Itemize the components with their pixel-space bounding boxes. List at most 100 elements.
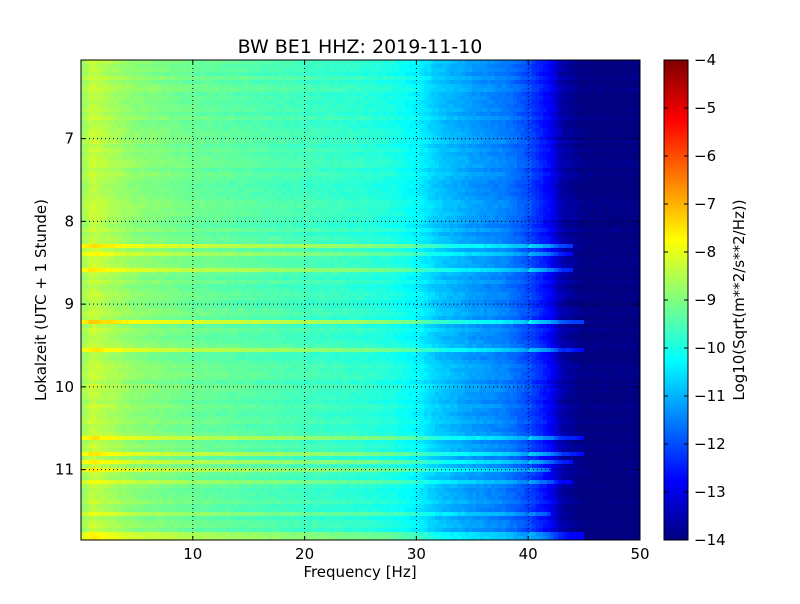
heatmap-cell	[531, 160, 537, 165]
heatmap-cell	[386, 72, 391, 77]
heatmap-cell	[554, 168, 559, 173]
heatmap-cell	[95, 176, 101, 181]
heatmap-cell	[267, 108, 272, 113]
heatmap-cell	[241, 100, 246, 105]
heatmap-cell	[375, 60, 380, 65]
heatmap-cell	[319, 172, 324, 177]
heatmap-cell	[144, 96, 149, 101]
heatmap-cell	[602, 104, 608, 109]
heatmap-cell	[483, 160, 488, 165]
heatmap-cell	[606, 60, 611, 65]
heatmap-cell	[308, 140, 313, 145]
heatmap-cell	[505, 112, 511, 117]
heatmap-cell	[248, 160, 254, 165]
heatmap-cell	[498, 188, 503, 193]
heatmap-cell	[386, 164, 391, 169]
heatmap-cell	[241, 92, 246, 97]
heatmap-cell	[237, 180, 242, 185]
heatmap-cell	[256, 84, 261, 89]
heatmap-cell	[613, 164, 619, 169]
heatmap-cell	[431, 144, 436, 149]
heatmap-cell	[613, 160, 619, 165]
heatmap-cell	[233, 120, 239, 125]
heatmap-cell	[312, 68, 317, 73]
heatmap-cell	[502, 184, 507, 189]
heatmap-cell	[319, 72, 324, 77]
heatmap-cell	[192, 172, 198, 177]
heatmap-cell	[476, 88, 481, 93]
heatmap-cell	[550, 160, 555, 165]
heatmap-cell	[330, 92, 336, 97]
heatmap-cell	[271, 100, 276, 105]
heatmap-cell	[181, 100, 186, 105]
heatmap-cell	[420, 68, 425, 73]
heatmap-cell	[203, 168, 209, 173]
heatmap-cell	[192, 160, 198, 165]
heatmap-cell	[431, 100, 436, 105]
heatmap-cell	[394, 124, 399, 129]
heatmap-cell	[315, 116, 321, 121]
heatmap-cell	[513, 60, 518, 65]
heatmap-cell	[140, 124, 145, 129]
heatmap-cell	[121, 64, 127, 69]
heatmap-cell	[136, 80, 142, 85]
heatmap-cell	[572, 184, 578, 189]
heatmap-cell	[401, 144, 406, 149]
heatmap-cell	[461, 188, 466, 193]
heatmap-cell	[297, 180, 302, 185]
heatmap-cell	[166, 72, 172, 77]
heatmap-cell	[494, 84, 499, 89]
heatmap-cell	[628, 180, 634, 185]
heatmap-cell	[110, 80, 116, 85]
heatmap-cell	[148, 76, 153, 81]
heatmap-cell	[599, 92, 604, 97]
heatmap-cell	[129, 152, 134, 157]
heatmap-cell	[151, 76, 157, 81]
heatmap-cell	[200, 88, 205, 93]
heatmap-cell	[505, 92, 511, 97]
heatmap-cell	[483, 100, 488, 105]
heatmap-cell	[189, 92, 194, 97]
heatmap-cell	[136, 184, 142, 189]
heatmap-cell	[446, 68, 451, 73]
heatmap-cell	[297, 96, 302, 101]
heatmap-cell	[203, 92, 209, 97]
heatmap-cell	[546, 112, 552, 117]
heatmap-cell	[181, 80, 186, 85]
heatmap-cell	[453, 112, 458, 117]
heatmap-cell	[453, 168, 458, 173]
heatmap-cell	[170, 128, 175, 133]
heatmap-cell	[558, 156, 563, 161]
heatmap-cell	[185, 128, 190, 133]
heatmap-cell	[371, 184, 377, 189]
heatmap-cell	[628, 160, 634, 165]
heatmap-cell	[159, 180, 164, 185]
heatmap-cell	[431, 68, 436, 73]
heatmap-cell	[442, 72, 447, 77]
heatmap-cell	[371, 160, 377, 165]
heatmap-cell	[185, 180, 190, 185]
heatmap-cell	[394, 184, 399, 189]
heatmap-cell	[148, 168, 153, 173]
heatmap-cell	[543, 156, 548, 161]
heatmap-cell	[427, 180, 432, 185]
heatmap-cell	[293, 104, 298, 109]
heatmap-cell	[375, 100, 380, 105]
heatmap-cell	[271, 164, 276, 169]
heatmap-cell	[345, 132, 350, 137]
heatmap-cell	[613, 84, 619, 89]
heatmap-cell	[274, 160, 280, 165]
heatmap-cell	[166, 92, 172, 97]
heatmap-cell	[84, 72, 90, 77]
heatmap-cell	[546, 176, 552, 181]
heatmap-cell	[189, 120, 194, 125]
heatmap-cell	[360, 144, 365, 149]
heatmap-cell	[379, 112, 384, 117]
heatmap-cell	[524, 88, 529, 93]
heatmap-cell	[334, 120, 339, 125]
heatmap-cell	[285, 88, 291, 93]
heatmap-cell	[587, 152, 593, 157]
heatmap-cell	[237, 152, 242, 157]
heatmap-cell	[162, 84, 168, 89]
heatmap-cell	[431, 88, 436, 93]
